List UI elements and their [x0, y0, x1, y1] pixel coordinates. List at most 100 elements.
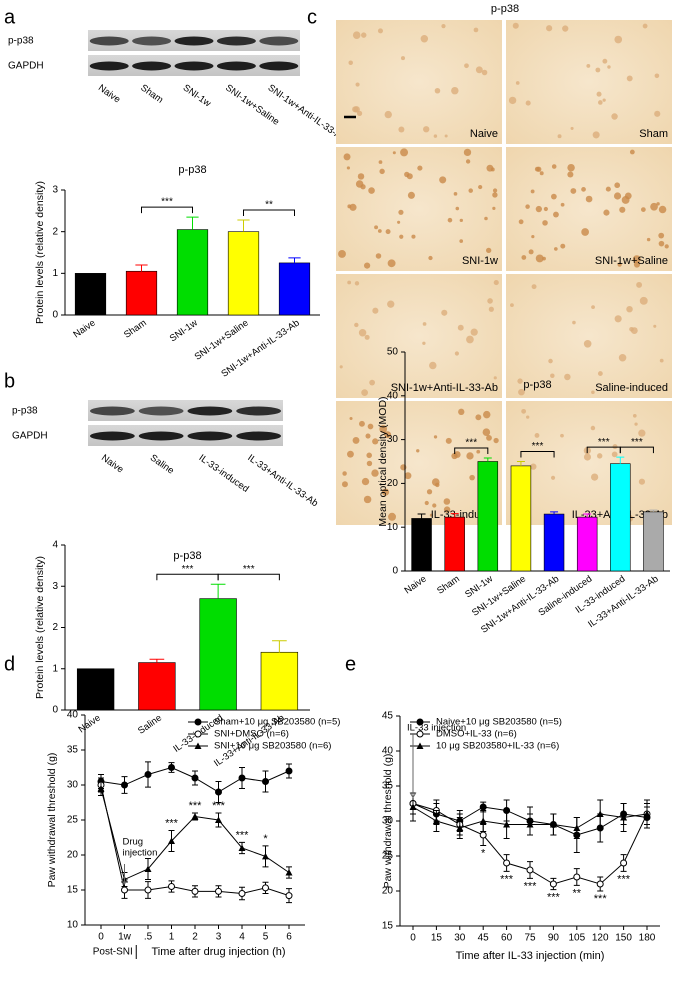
x-tick-label: 4: [239, 932, 245, 943]
cell: [551, 193, 557, 200]
cell: [431, 478, 440, 486]
cell: [546, 25, 553, 32]
marker: [503, 821, 511, 828]
chart-title: p-p38: [523, 379, 551, 391]
cell: [365, 433, 371, 439]
cell: [397, 220, 401, 224]
cell: [475, 414, 482, 421]
error-bar: [450, 513, 459, 518]
micrograph: [506, 274, 672, 398]
marker: [144, 771, 152, 778]
cell: [423, 126, 430, 133]
bar: [610, 463, 631, 572]
cell: [341, 481, 348, 488]
cell: [534, 166, 540, 172]
cell: [581, 228, 589, 236]
cell: [481, 69, 488, 76]
y-tick-label: 2: [52, 226, 58, 237]
micrograph: [336, 20, 502, 144]
panel-label: c: [307, 6, 317, 28]
marker: [191, 813, 199, 820]
cell: [368, 187, 375, 194]
cell: [388, 512, 397, 521]
cell: [384, 431, 392, 439]
significance-label: ***: [243, 564, 255, 575]
lane-label: Naive: [99, 453, 125, 476]
cell: [451, 86, 459, 95]
y-tick-label: 10: [67, 920, 79, 931]
cell: [658, 232, 665, 239]
marker: [503, 859, 511, 867]
cell: [354, 281, 360, 286]
cell: [369, 379, 375, 386]
cell: [629, 149, 635, 155]
marker: [416, 718, 424, 726]
cell: [517, 378, 523, 384]
cell: [647, 387, 652, 392]
cell: [422, 341, 426, 345]
cell: [407, 191, 415, 199]
cell: [591, 390, 595, 395]
cell: [463, 148, 472, 157]
cell: [441, 24, 446, 29]
cell: [371, 469, 379, 477]
significance-label: ***: [500, 873, 514, 885]
y-tick-label: 3: [52, 185, 58, 196]
marker: [262, 884, 269, 892]
cell: [375, 253, 382, 259]
cell: [486, 435, 492, 441]
cell: [543, 206, 548, 212]
x-tick-label: 3: [216, 932, 222, 943]
cell: [602, 98, 606, 102]
x-tick-label: 45: [478, 933, 490, 944]
cell: [367, 423, 374, 430]
cell: [439, 176, 447, 184]
cell: [553, 211, 559, 218]
marker: [262, 778, 269, 785]
annotation-arrow: [409, 734, 417, 799]
marker: [409, 803, 417, 810]
marker: [479, 831, 487, 839]
cell: [586, 64, 591, 68]
y-tick-label: 15: [67, 885, 79, 896]
cell: [379, 425, 388, 433]
blot-band: [236, 431, 282, 441]
cell: [487, 298, 493, 304]
cell: [535, 205, 542, 213]
cell: [381, 488, 390, 496]
cell: [551, 164, 557, 169]
cell: [387, 300, 395, 308]
cell: [400, 148, 409, 157]
cell: [469, 474, 475, 481]
cell: [528, 249, 534, 255]
micrograph: [506, 20, 672, 144]
blot-band: [259, 61, 299, 71]
cell: [550, 373, 555, 379]
cell: [492, 206, 496, 210]
cell: [476, 449, 481, 454]
cell: [531, 284, 537, 290]
cell: [354, 322, 359, 328]
lane-label: Naive: [96, 83, 122, 106]
y-tick-label: 30: [387, 434, 399, 445]
cell: [454, 351, 460, 356]
error-bar: [417, 513, 426, 519]
marker: [238, 844, 246, 851]
y-tick-label: 1: [52, 268, 58, 279]
y-tick-label: 0: [392, 566, 398, 577]
cell: [539, 171, 544, 176]
blot-row-label: p-p38: [12, 406, 38, 417]
cell: [385, 229, 391, 235]
cell: [656, 202, 660, 206]
cell: [338, 250, 346, 258]
x-tick-label: 75: [524, 933, 536, 944]
cell: [420, 35, 429, 43]
cell: [570, 188, 577, 194]
marker: [526, 866, 534, 874]
significance-label: ***: [465, 438, 477, 449]
cell: [515, 81, 520, 85]
y-tick-label: 35: [382, 781, 394, 792]
cell: [466, 452, 474, 460]
significance-label: *: [263, 833, 268, 845]
cell: [619, 206, 626, 213]
